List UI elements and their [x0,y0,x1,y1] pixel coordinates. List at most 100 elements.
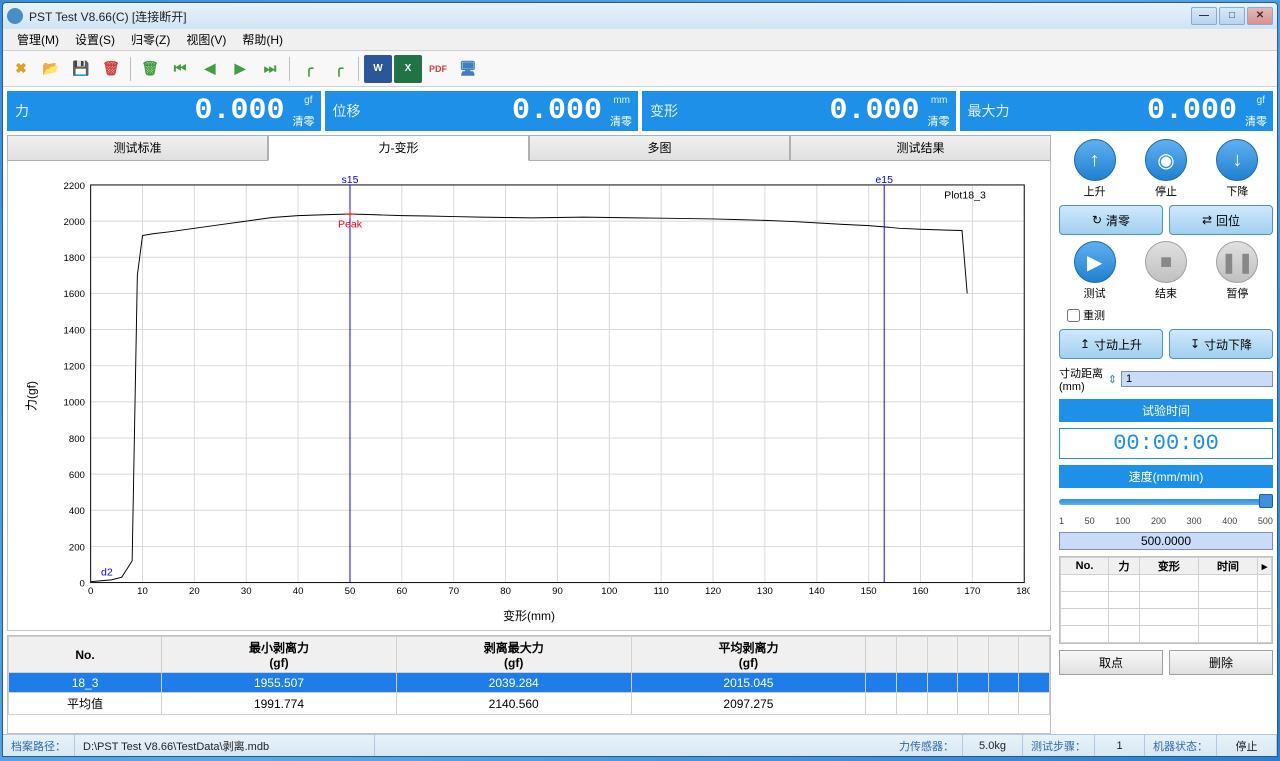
col-header[interactable]: 最小剥离力(gf) [162,637,397,673]
app-icon [7,8,23,24]
close-button[interactable]: ✕ [1247,7,1273,25]
col-header[interactable]: No. [9,637,162,673]
jog-distance-input[interactable] [1121,371,1273,387]
seek-next-icon[interactable]: ▶ [226,55,254,83]
menu-设置(S)[interactable]: 设置(S) [67,31,123,48]
curve2-icon[interactable]: ╭ [325,55,353,83]
readout-clear[interactable]: 清零 [928,113,950,129]
window-controls: — □ ✕ [1191,7,1273,25]
readout-clear[interactable]: 清零 [610,113,632,129]
step-label: 测试步骤： [1023,735,1095,756]
return-button[interactable]: ⇄回位 [1169,205,1273,235]
test-测试[interactable]: ▶测试 [1074,241,1116,301]
tab-0[interactable]: 测试标准 [7,135,268,161]
settings-icon[interactable]: ✖ [7,55,35,83]
svg-text:180: 180 [1016,586,1030,597]
mini-row[interactable] [1061,609,1272,626]
tab-1[interactable]: 力-变形 [268,135,529,161]
time-display: 00:00:00 [1059,428,1273,459]
mini-row[interactable] [1061,626,1272,643]
col-header[interactable]: 剥离最大力(gf) [396,637,631,673]
mini-row[interactable] [1061,575,1272,592]
menu-归零(Z)[interactable]: 归零(Z) [123,31,178,48]
svg-text:1200: 1200 [64,362,85,373]
left-pane: 测试标准力-变形多图测试结果 力(gf) 变形(mm) 020040060080… [3,135,1055,734]
delete-point-button[interactable]: 删除 [1169,650,1273,675]
mini-col[interactable]: 时间 [1198,558,1257,575]
svg-text:110: 110 [654,586,669,597]
readout-unit: gf [285,95,313,106]
svg-text:2000: 2000 [64,217,85,228]
word-icon[interactable]: W [364,55,392,83]
monitor-icon[interactable]: 🖥 [454,55,482,83]
menu-管理(M)[interactable]: 管理(M) [9,31,67,48]
col-header[interactable] [866,637,897,673]
delete-db-icon[interactable]: 🗑 [97,55,125,83]
mini-col[interactable]: No. [1061,558,1109,575]
speed-slider[interactable] [1059,494,1273,510]
pdf-icon[interactable]: PDF [424,55,452,83]
pick-point-button[interactable]: 取点 [1059,650,1163,675]
trash-icon[interactable]: 🗑 [136,55,164,83]
tab-3[interactable]: 测试结果 [790,135,1051,161]
spinner-icon[interactable]: ⇕ [1108,373,1117,386]
svg-text:80: 80 [500,586,511,597]
results-table[interactable]: No.最小剥离力(gf)剥离最大力(gf)平均剥离力(gf)18_31955.5… [7,635,1051,734]
svg-text:d2: d2 [101,566,113,578]
clear-button[interactable]: ↻清零 [1059,205,1163,235]
col-header[interactable] [1019,637,1050,673]
menu-视图(V)[interactable]: 视图(V) [178,31,234,48]
tab-2[interactable]: 多图 [529,135,790,161]
save-icon[interactable]: 💾 [67,55,95,83]
chart-area: 力(gf) 变形(mm) 020040060080010001200140016… [7,161,1051,631]
svg-text:120: 120 [705,586,721,597]
state-value: 停止 [1217,735,1277,756]
readout-value: 0.000 [61,94,285,128]
test-结束[interactable]: ■结束 [1145,241,1187,301]
col-header[interactable] [958,637,989,673]
svg-text:1400: 1400 [64,325,85,336]
motion-下降[interactable]: ↓下降 [1216,139,1258,199]
col-header[interactable] [927,637,958,673]
titlebar: PST Test V8.66(C) [连接断开] — □ ✕ [3,3,1277,29]
curve1-icon[interactable]: ╭ [295,55,323,83]
test-暂停[interactable]: ❚❚暂停 [1216,241,1258,301]
col-header[interactable]: 平均剥离力(gf) [631,637,866,673]
mini-col[interactable]: 变形 [1139,558,1198,575]
excel-icon[interactable]: X [394,55,422,83]
retest-checkbox[interactable] [1067,309,1080,322]
retest-label: 重测 [1083,307,1105,323]
seek-prev-icon[interactable]: ◀ [196,55,224,83]
main-area: 测试标准力-变形多图测试结果 力(gf) 变形(mm) 020040060080… [3,135,1277,734]
seek-start-icon[interactable]: ⏮ [166,55,194,83]
motion-上升[interactable]: ↑上升 [1074,139,1116,199]
col-header[interactable] [988,637,1019,673]
table-row[interactable]: 平均值1991.7742140.5602097.275 [9,693,1050,715]
readout-clear[interactable]: 清零 [293,113,315,129]
col-header[interactable] [896,637,927,673]
readout-clear[interactable]: 清零 [1245,113,1267,129]
table-row[interactable]: 18_31955.5072039.2842015.045 [9,673,1050,693]
svg-text:170: 170 [964,586,980,597]
menu-帮助(H)[interactable]: 帮助(H) [234,31,291,48]
svg-text:800: 800 [69,434,85,445]
readout-label: 变形 [650,101,696,121]
svg-text:90: 90 [552,586,563,597]
mini-row[interactable] [1061,592,1272,609]
open-icon[interactable]: 📂 [37,55,65,83]
jog-up-button[interactable]: ↥寸动上升 [1059,329,1163,359]
minimize-button[interactable]: — [1191,7,1217,25]
mini-col[interactable]: 力 [1109,558,1140,575]
maximize-button[interactable]: □ [1219,7,1245,25]
clear-return-row: ↻清零 ⇄回位 [1059,205,1273,235]
mini-table[interactable]: No.力变形时间▸ [1059,556,1273,644]
path-value: D:\PST Test V8.66\TestData\剥离.mdb [75,735,375,756]
sensor-value: 5.0kg [963,735,1023,756]
svg-text:400: 400 [69,506,85,517]
jog-down-button[interactable]: ↧寸动下降 [1169,329,1273,359]
svg-text:150: 150 [861,586,877,597]
seek-end-icon[interactable]: ⏭ [256,55,284,83]
svg-text:100: 100 [601,586,617,597]
motion-停止[interactable]: ◉停止 [1145,139,1187,199]
retest-row: 重测 [1059,307,1273,323]
